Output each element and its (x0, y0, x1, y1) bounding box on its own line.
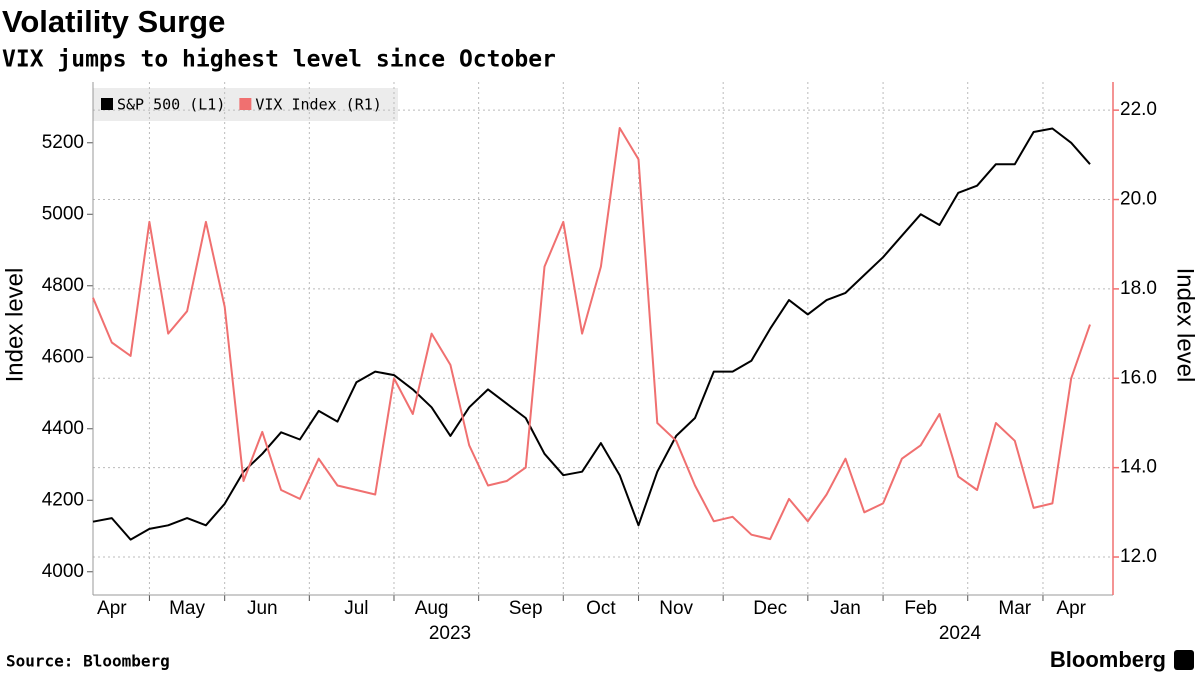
series-line (92, 127, 1091, 541)
x-tick-label: Jun (247, 598, 278, 619)
x-group-label: 2024 (939, 623, 982, 644)
logo-icon (1174, 650, 1194, 670)
x-tick-label: May (169, 598, 205, 619)
legend-swatch (239, 98, 252, 110)
x-tick-label: Jul (344, 598, 368, 619)
x-tick-label: Jan (830, 598, 861, 619)
y2-tick-label: 22.0 (1120, 99, 1157, 120)
y-tick-label: 5000 (42, 203, 84, 224)
y2-axis-label: Index level (1172, 268, 1199, 383)
chart-subtitle: VIX jumps to highest level since October (2, 47, 556, 73)
y-tick-label: 4800 (42, 275, 84, 296)
x-tick-label: Nov (659, 598, 693, 619)
x-group-label: 2023 (429, 623, 471, 644)
chart-title: Volatility Surge (2, 4, 225, 39)
y2-tick-label: 14.0 (1120, 457, 1157, 478)
y-tick-label: 5200 (42, 132, 84, 153)
y-tick-label: 4200 (42, 489, 84, 510)
x-tick-label: Feb (904, 598, 937, 619)
y2-tick-label: 16.0 (1120, 367, 1157, 388)
source: Source: Bloomberg (6, 652, 170, 671)
y-tick-label: 4600 (42, 346, 84, 367)
y-axis-label: Index level (1, 268, 28, 383)
y2-tick-label: 12.0 (1120, 546, 1157, 567)
x-tick-label: Mar (998, 598, 1031, 619)
x-tick-label: Sep (509, 598, 543, 619)
y2-tick-label: 20.0 (1120, 189, 1157, 210)
legend-label: S&P 500 (L1) (117, 96, 225, 114)
x-tick-label: Aug (415, 598, 449, 619)
legend-swatch (101, 98, 113, 110)
x-tick-label: Oct (586, 598, 616, 619)
y2-tick-label: 18.0 (1120, 278, 1157, 299)
x-tick-label: Dec (753, 598, 787, 619)
legend-label: VIX Index (R1) (255, 96, 381, 114)
series-line (92, 127, 1091, 541)
x-tick-label: Apr (1056, 598, 1086, 619)
y-tick-label: 4000 (42, 561, 84, 582)
logo: Bloomberg (1050, 647, 1166, 672)
x-tick-label: Apr (97, 598, 127, 619)
y-tick-label: 4400 (42, 418, 84, 439)
